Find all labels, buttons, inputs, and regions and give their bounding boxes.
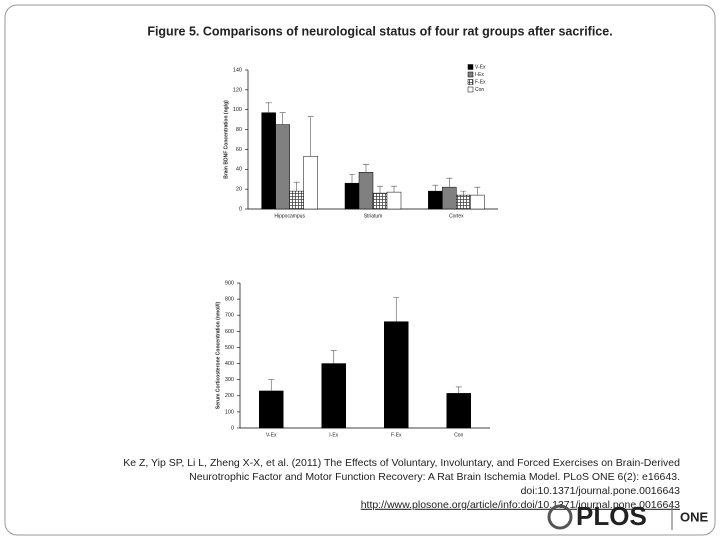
legend-label: I-Ex [475,72,484,78]
x-tick-label: Cortex [449,213,464,219]
bar [275,124,290,210]
error-bar [330,350,337,364]
legend-label: Con [475,87,484,93]
error-bar [432,184,439,192]
y-tick-label: 200 [225,393,234,399]
error-bar [307,116,314,157]
slide-title: Figure 5. Comparisons of neurological st… [147,24,612,38]
y-tick-label: 120 [233,87,242,93]
bar [446,393,471,429]
error-bar [293,181,300,192]
y-tick-label: 600 [225,329,234,335]
bar [372,192,388,210]
error-bar [349,173,355,184]
error-bar [265,102,272,113]
y-tick-label: 20 [236,187,242,193]
y-axis-label: Serum Corticosterone Concentration (nmol… [215,302,221,410]
bar [303,156,318,210]
y-tick-label: 400 [225,361,234,367]
legend-label: F-Ex [475,79,486,85]
legend-swatch [467,79,474,85]
y-tick-label: 0 [231,425,234,431]
x-tick-label: Con [454,432,463,438]
y-tick-label: 300 [225,377,234,383]
citation-line: doi:10.1371/journal.pone.0016643 [521,485,681,497]
legend-swatch [467,71,474,78]
bar [384,321,409,429]
x-tick-label: I-Ex [329,432,338,438]
y-tick-label: 40 [236,167,242,173]
logo-journal: ONE [680,509,709,524]
logo: PLOS ONE [547,501,709,531]
error-bar [455,386,462,394]
y-tick-label: 700 [225,313,234,319]
error-bar [474,186,481,196]
citation-line: Ke Z, Yip SP, Li L, Zheng X-X, et al. (2… [123,457,680,469]
y-tick-label: 900 [225,280,234,286]
bar [428,190,443,210]
citation-line: Neurotrophic Factor and Motor Function R… [189,471,680,483]
error-bar [377,185,383,194]
bar [321,363,346,429]
logo-icon [547,504,573,530]
logo-name: PLOS [576,501,647,531]
error-bar [363,164,369,173]
bar [344,182,360,210]
bar [358,172,374,210]
legend-label: V-Ex [475,64,486,70]
bar [259,390,284,429]
error-bar [391,185,397,193]
y-tick-label: 80 [236,127,242,133]
bar [470,194,485,210]
x-tick-label: Striatum [364,213,383,219]
y-tick-label: 60 [236,147,242,153]
error-bar [446,177,453,188]
x-tick-label: V-Ex [266,432,277,438]
error-bar [268,379,275,391]
y-tick-label: 800 [225,297,234,303]
x-tick-label: Hippocampus [274,213,305,219]
error-bar [279,112,286,125]
y-tick-label: 0 [239,206,242,212]
y-tick-label: 100 [233,107,242,113]
bar [261,112,276,210]
bar [442,186,457,210]
y-tick-label: 100 [225,409,234,415]
legend-swatch [467,64,474,70]
legend-swatch [467,86,474,93]
y-tick-label: 500 [225,345,234,351]
bar [386,191,402,210]
bar [289,190,304,210]
x-tick-label: F-Ex [391,432,402,438]
error-bar [460,190,467,196]
error-bar [393,297,400,322]
y-axis-label: Brain BDNF Concentration (ng/g) [223,100,229,179]
citation-link[interactable]: http://www.plosone.org/article/info:doi/… [361,499,680,511]
bar [456,194,471,210]
slide-border [4,4,716,536]
y-tick-label: 140 [233,67,242,73]
